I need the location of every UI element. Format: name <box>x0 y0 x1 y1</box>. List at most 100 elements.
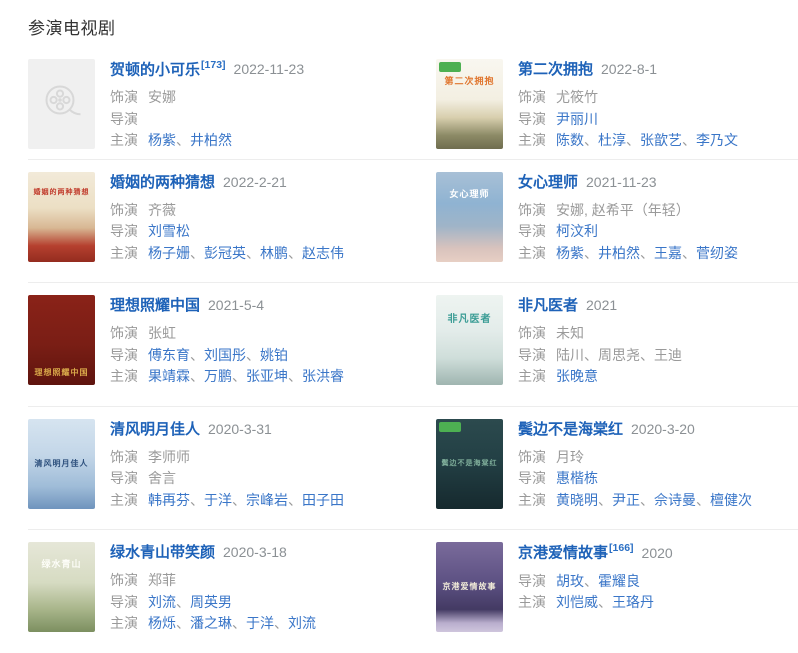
drama-title-line: 婚姻的两种猜想 2022-2-21 <box>110 173 344 192</box>
drama-title-link[interactable]: 婚姻的两种猜想 <box>110 173 216 191</box>
credit-line: 饰演 安娜 <box>110 87 304 109</box>
person-link[interactable]: 周英男 <box>190 593 232 610</box>
person-link[interactable]: 张亚坤 <box>246 368 288 385</box>
drama-info: 贺顿的小可乐[173] 2022-11-23 饰演 安娜 导演 主演 杨紫、井柏然 <box>110 59 304 152</box>
person-link[interactable]: 张洪睿 <box>302 368 344 385</box>
drama-card: 绿水青山 绿水青山带笑颜 2020-3-18 饰演 郑菲 导演 刘流、周英男 主演 杨烁、潘之琳… <box>28 542 436 635</box>
person-link[interactable]: 张歆艺 <box>640 132 682 148</box>
person-link[interactable]: 杨子姗 <box>148 244 190 261</box>
person-link[interactable]: 潘之琳 <box>190 615 232 632</box>
name-separator: 、 <box>190 491 204 508</box>
drama-poster[interactable]: 京港爱情故事 <box>436 542 503 633</box>
drama-title-line: 清风明月佳人 2020-3-31 <box>110 420 344 439</box>
person-link[interactable]: 果靖霖 <box>148 368 190 385</box>
credit-line: 饰演 张虹 <box>110 323 344 345</box>
name-separator: 、 <box>584 346 598 363</box>
drama-poster[interactable]: 第二次拥抱 <box>436 59 503 149</box>
person-link[interactable]: 黄晓明 <box>556 491 598 508</box>
person-link[interactable]: 菅纫姿 <box>696 244 738 261</box>
drama-title-link[interactable]: 京港爱情故事 <box>518 544 609 562</box>
person-link[interactable]: 惠楷栋 <box>556 470 598 487</box>
credit-label: 导演 <box>110 593 138 610</box>
person-link[interactable]: 林鹏 <box>260 244 288 261</box>
poster-title-text: 京港爱情故事 <box>442 582 497 592</box>
person-link[interactable]: 田子田 <box>302 491 344 508</box>
person-link[interactable]: 陈数 <box>556 132 584 148</box>
person-link[interactable]: 刘雪松 <box>148 223 190 240</box>
person-link[interactable]: 井柏然 <box>598 244 640 261</box>
credit-line: 饰演 李师师 <box>110 447 344 469</box>
drama-title-line: 第二次拥抱 2022-8-1 <box>518 60 738 79</box>
credit-label: 主演 <box>110 368 138 385</box>
person-link[interactable]: 刘流 <box>148 593 176 610</box>
person-link[interactable]: 柯汶利 <box>556 223 598 240</box>
drama-title-link[interactable]: 理想照耀中国 <box>110 297 201 315</box>
drama-card: 第二次拥抱 第二次拥抱 2022-8-1 饰演 尤筱竹 导演 尹丽川 主演 陈数、杜淳、张歆艺、… <box>436 59 798 152</box>
person-link[interactable]: 于洋 <box>246 615 274 632</box>
reference-sup[interactable]: [166] <box>609 542 634 555</box>
drama-card: 贺顿的小可乐[173] 2022-11-23 饰演 安娜 导演 主演 杨紫、井柏然 <box>28 59 436 152</box>
person-link[interactable]: 王珞丹 <box>612 594 654 611</box>
person-link[interactable]: 万鹏 <box>204 368 232 385</box>
credit-label: 主演 <box>110 132 138 149</box>
person-link[interactable]: 檀健次 <box>710 491 752 508</box>
drama-title-link[interactable]: 非凡医者 <box>518 297 579 315</box>
person-link[interactable]: 胡玫 <box>556 572 584 589</box>
credit-line: 饰演 未知 <box>518 323 682 345</box>
person-link[interactable]: 刘流 <box>288 615 316 632</box>
person-link[interactable]: 杨烁 <box>148 615 176 632</box>
person-link[interactable]: 李乃文 <box>696 132 738 148</box>
drama-poster[interactable]: 清风明月佳人 <box>28 418 95 509</box>
credits-row: 贺顿的小可乐[173] 2022-11-23 饰演 安娜 导演 主演 杨紫、井柏然 第二次拥抱… <box>28 59 798 159</box>
drama-title-link[interactable]: 第二次拥抱 <box>518 61 594 78</box>
credit-line: 主演 张晚意 <box>518 366 682 388</box>
drama-poster[interactable]: 绿水青山 <box>28 542 95 633</box>
person-link[interactable]: 姚铂 <box>260 346 288 363</box>
poster-title-text: 绿水青山 <box>41 559 82 570</box>
person-name: 王迪 <box>654 346 682 363</box>
person-link[interactable]: 杨紫 <box>556 244 584 261</box>
person-link[interactable]: 尹正 <box>612 491 640 508</box>
person-link[interactable]: 傅东育 <box>148 346 190 363</box>
drama-title-link[interactable]: 贺顿的小可乐 <box>110 61 201 79</box>
person-link[interactable]: 井柏然 <box>190 132 232 149</box>
credit-label: 导演 <box>518 110 546 127</box>
credit-label: 主演 <box>518 132 546 148</box>
person-link[interactable]: 杨紫 <box>148 132 176 149</box>
drama-title-link[interactable]: 绿水青山带笑颜 <box>110 544 216 562</box>
person-link[interactable]: 彭冠英 <box>204 244 246 261</box>
drama-poster[interactable]: 非凡医者 <box>436 295 503 386</box>
credit-label: 主演 <box>518 244 546 261</box>
person-link[interactable]: 杜淳 <box>598 132 626 148</box>
credit-label: 饰演 <box>518 325 546 342</box>
person-link[interactable]: 韩再芬 <box>148 491 190 508</box>
drama-card: 鬓边不是海棠红 鬓边不是海棠红 2020-3-20 饰演 月玲 导演 惠楷栋 主演 黄晓明、尹正… <box>436 418 798 512</box>
person-link[interactable]: 尹丽川 <box>556 110 598 127</box>
name-separator: 、 <box>246 346 260 363</box>
drama-title-line: 京港爱情故事[166] 2020 <box>518 543 673 562</box>
person-link[interactable]: 刘恺威 <box>556 594 598 611</box>
person-link[interactable]: 刘国彤 <box>204 346 246 363</box>
person-link[interactable]: 王嘉 <box>654 244 682 261</box>
reference-sup[interactable]: [173] <box>201 59 226 71</box>
person-link[interactable]: 赵志伟 <box>302 244 344 261</box>
drama-poster[interactable]: 鬓边不是海棠红 <box>436 418 503 509</box>
person-link[interactable]: 宗峰岩 <box>246 491 288 508</box>
drama-poster[interactable]: 女心理师 <box>436 171 503 262</box>
person-link[interactable]: 佘诗曼 <box>654 491 696 508</box>
drama-title-link[interactable]: 女心理师 <box>518 173 579 191</box>
person-name: 郑菲 <box>148 572 176 589</box>
drama-info: 清风明月佳人 2020-3-31 饰演 李师师 导演 舍言 主演 韩再芬、于洋、宗峰岩、田子田 <box>110 419 344 512</box>
drama-title-link[interactable]: 清风明月佳人 <box>110 420 201 438</box>
credits-row: 理想照耀中国 理想照耀中国 2021-5-4 饰演 张虹 导演 傅东育、刘国彤、姚铂 主演 果靖… <box>28 282 798 406</box>
credit-label: 导演 <box>110 110 138 127</box>
drama-poster[interactable]: 理想照耀中国 <box>28 295 95 386</box>
person-link[interactable]: 张晚意 <box>556 368 598 385</box>
name-separator: 、 <box>584 132 598 148</box>
drama-poster[interactable]: 婚姻的两种猜想 <box>28 171 95 262</box>
drama-card: 非凡医者 非凡医者 2021 饰演 未知 导演 陆川、周思尧、王迪 主演 张晚意 <box>436 295 798 388</box>
drama-title-link[interactable]: 鬓边不是海棠红 <box>518 420 624 438</box>
person-link[interactable]: 霍耀良 <box>598 572 640 589</box>
drama-poster[interactable] <box>28 59 95 149</box>
person-link[interactable]: 于洋 <box>204 491 232 508</box>
